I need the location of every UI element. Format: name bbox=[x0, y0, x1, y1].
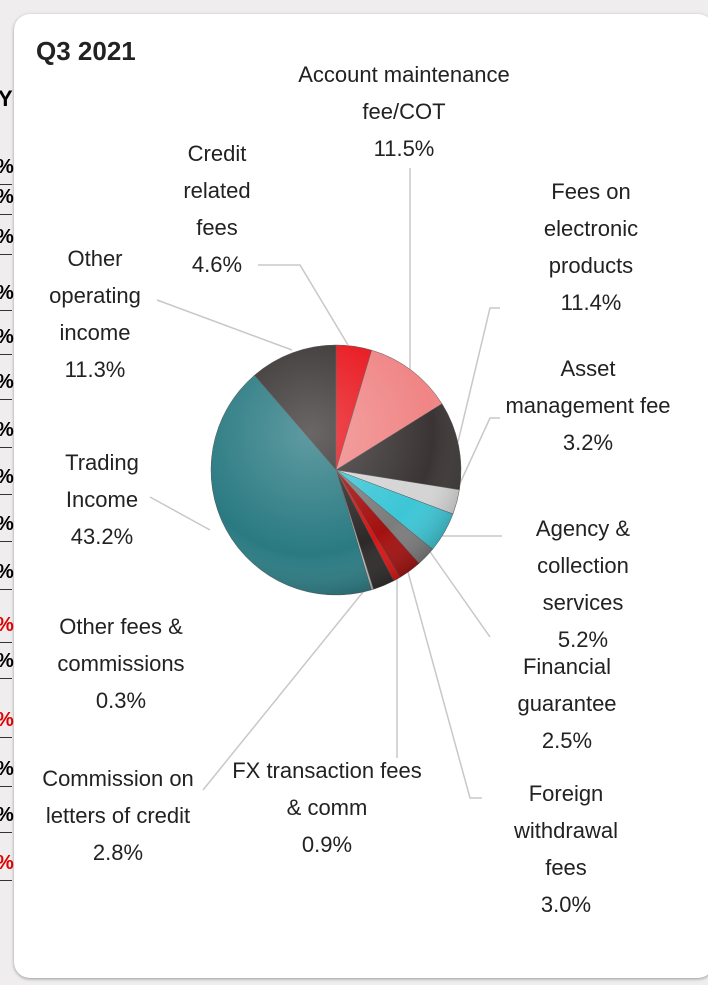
value-label: 4.6% bbox=[191, 252, 243, 277]
column-cell: % bbox=[0, 326, 14, 349]
data-label: Asset management fee 3.2% bbox=[503, 350, 673, 461]
data-label: FX transaction fees & comm 0.9% bbox=[232, 752, 422, 863]
data-label: Other operating income 11.3% bbox=[30, 240, 160, 388]
value-label: 2.8% bbox=[92, 840, 144, 865]
data-label: Trading Income 43.2% bbox=[42, 444, 162, 555]
column-rule bbox=[0, 214, 12, 215]
value-label: 3.0% bbox=[540, 892, 592, 917]
column-rule bbox=[0, 184, 12, 185]
category-label: Account maintenance fee/COT bbox=[298, 62, 510, 124]
column-cell: % bbox=[0, 709, 14, 732]
column-cell: % bbox=[0, 614, 14, 637]
column-rule bbox=[0, 642, 12, 643]
data-label: Financial guarantee 2.5% bbox=[492, 648, 642, 759]
chart-title: Q3 2021 bbox=[36, 36, 136, 66]
category-label: FX transaction fees & comm bbox=[232, 758, 422, 820]
data-label: Account maintenance fee/COT 11.5% bbox=[259, 56, 549, 167]
column-cell: % bbox=[0, 804, 14, 827]
value-label: 3.2% bbox=[562, 430, 614, 455]
data-label: Foreign withdrawal fees 3.0% bbox=[491, 775, 641, 923]
column-header: Y bbox=[0, 86, 13, 111]
leader-lines bbox=[149, 168, 502, 799]
column-rule bbox=[0, 678, 12, 679]
column-rule bbox=[0, 737, 12, 738]
category-label: Trading Income bbox=[65, 450, 139, 512]
column-cell: % bbox=[0, 371, 14, 394]
value-label: 11.4% bbox=[560, 290, 622, 315]
column-cell: % bbox=[0, 226, 14, 249]
value-label: 0.3% bbox=[95, 688, 147, 713]
column-rule bbox=[0, 447, 12, 448]
category-label: Asset management fee bbox=[505, 356, 671, 418]
column-rule bbox=[0, 589, 12, 590]
value-label: 2.5% bbox=[541, 728, 593, 753]
column-rule bbox=[0, 541, 12, 542]
column-cell: % bbox=[0, 513, 14, 536]
column-cell: % bbox=[0, 156, 14, 179]
column-rule bbox=[0, 354, 12, 355]
column-cell: % bbox=[0, 466, 14, 489]
column-cell: % bbox=[0, 852, 14, 875]
value-label: 0.9% bbox=[301, 832, 353, 857]
column-cell: % bbox=[0, 650, 14, 673]
value-label: 43.2% bbox=[70, 524, 134, 549]
column-cell: % bbox=[0, 561, 14, 584]
column-rule bbox=[0, 399, 12, 400]
column-rule bbox=[0, 880, 12, 881]
column-cell: % bbox=[0, 419, 14, 442]
column-cell: % bbox=[0, 282, 14, 305]
data-label: Commission on letters of credit 2.8% bbox=[33, 760, 203, 871]
column-rule bbox=[0, 494, 12, 495]
value-label: 11.5% bbox=[373, 136, 435, 161]
category-label: Commission on letters of credit bbox=[42, 766, 194, 828]
data-label: Credit related fees 4.6% bbox=[172, 135, 262, 283]
data-label: Fees on electronic products 11.4% bbox=[521, 173, 661, 321]
category-label: Financial guarantee bbox=[517, 654, 617, 716]
category-label: Other operating income bbox=[49, 246, 141, 345]
value-label: 11.3% bbox=[64, 357, 126, 382]
data-label: Agency & collection services 5.2% bbox=[513, 510, 653, 658]
category-label: Foreign withdrawal fees bbox=[514, 781, 618, 880]
data-label: Other fees & commissions 0.3% bbox=[36, 608, 206, 719]
column-rule bbox=[0, 786, 12, 787]
column-rule bbox=[0, 254, 12, 255]
category-label: Credit related fees bbox=[183, 141, 251, 240]
category-label: Agency & collection services bbox=[535, 516, 631, 615]
column-rule bbox=[0, 310, 12, 311]
category-label: Fees on electronic products bbox=[543, 179, 639, 278]
column-rule bbox=[0, 832, 12, 833]
value-label: 5.2% bbox=[557, 627, 609, 652]
column-cell: % bbox=[0, 186, 14, 209]
category-label: Other fees & commissions bbox=[57, 614, 185, 676]
column-cell: % bbox=[0, 758, 14, 781]
